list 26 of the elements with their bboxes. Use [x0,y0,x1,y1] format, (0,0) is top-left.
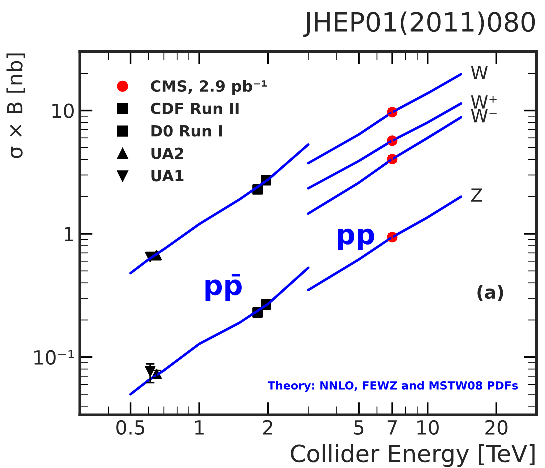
legend-label: D0 Run I [152,125,222,137]
x-tick-label: 5 [354,420,364,436]
series-label: W [471,66,488,80]
x-tick-label: 20 [486,420,508,436]
legend-label: UA2 [152,148,184,160]
legend-label: CMS, 2.9 pb⁻¹ [151,80,268,96]
x-axis-title: Collider Energy [TeV] [291,444,535,468]
series-label: W⁺ [471,96,497,109]
annotation: pp [338,228,374,250]
annotation: Theory: NNLO, FEWZ and MSTW08 PDFs [268,381,518,392]
x-tick-label: 10 [418,420,439,436]
text: JHEP01(2011)080 [304,12,536,38]
legend-label: CDF Run II [151,102,239,114]
legend-label: UA1 [152,170,184,182]
annotation: pp̄ [206,274,242,302]
y-tick-label: 10⁻¹ [34,350,74,366]
y-axis-title: σ × B [nb] [6,54,26,158]
x-tick-label: 7 [388,420,398,435]
series-label: Z [472,188,482,202]
x-tick-label: 0.5 [116,420,145,436]
series-label: W⁻ [471,109,497,123]
y-tick-label: 10 [52,104,74,118]
annotation: (a) [478,285,504,302]
y-tick-label: 1 [65,227,74,242]
x-tick-label: 1 [195,420,204,435]
x-tick-label: 2 [264,420,272,435]
